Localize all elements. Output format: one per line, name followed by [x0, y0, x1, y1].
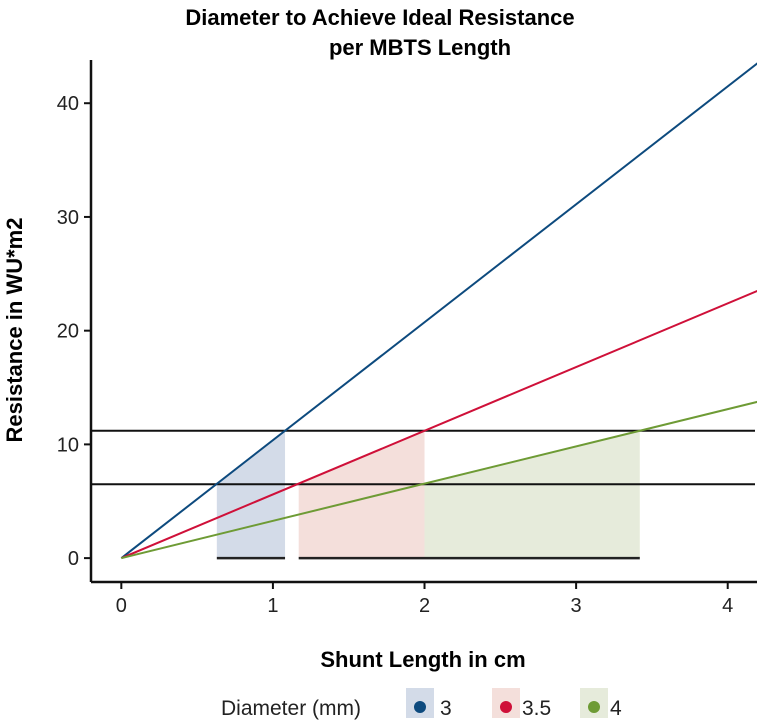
- legend-marker-4: [588, 701, 600, 713]
- chart-subtitle: per MBTS Length: [329, 35, 511, 60]
- x-axis-label: Shunt Length in cm: [320, 647, 525, 672]
- series-line-3: [120, 62, 757, 559]
- legend-label: 3: [440, 697, 452, 720]
- y-tick-label: 40: [57, 93, 79, 115]
- shaded-region-3-5: [298, 430, 425, 559]
- chart-title: Diameter to Achieve Ideal Resistance: [185, 5, 574, 30]
- shaded-region-3: [216, 430, 286, 559]
- y-tick-label: 0: [68, 548, 79, 570]
- series-line-4: [121, 400, 757, 560]
- y-tick-label: 30: [57, 207, 79, 229]
- x-tick-label: 0: [116, 595, 127, 617]
- y-tick-label: 20: [57, 321, 79, 343]
- shaded-region-4: [424, 430, 640, 559]
- legend-title: Diameter (mm): [221, 697, 361, 720]
- x-tick-label: 2: [419, 595, 430, 617]
- legend: Diameter (mm) 3 3.5 4: [221, 688, 622, 720]
- legend-marker-3: [414, 701, 426, 713]
- series-line-3-5: [120, 289, 757, 560]
- y-axis-label: Resistance in WU*m2: [2, 218, 27, 443]
- plot-top-mask: [91, 0, 757, 60]
- x-tick-label: 4: [722, 595, 733, 617]
- x-tick-label: 1: [267, 595, 278, 617]
- legend-label: 3.5: [522, 697, 551, 720]
- x-tick-label: 3: [571, 595, 582, 617]
- y-tick-label: 10: [57, 434, 79, 456]
- legend-marker-3-5: [500, 701, 512, 713]
- legend-label: 4: [610, 697, 622, 720]
